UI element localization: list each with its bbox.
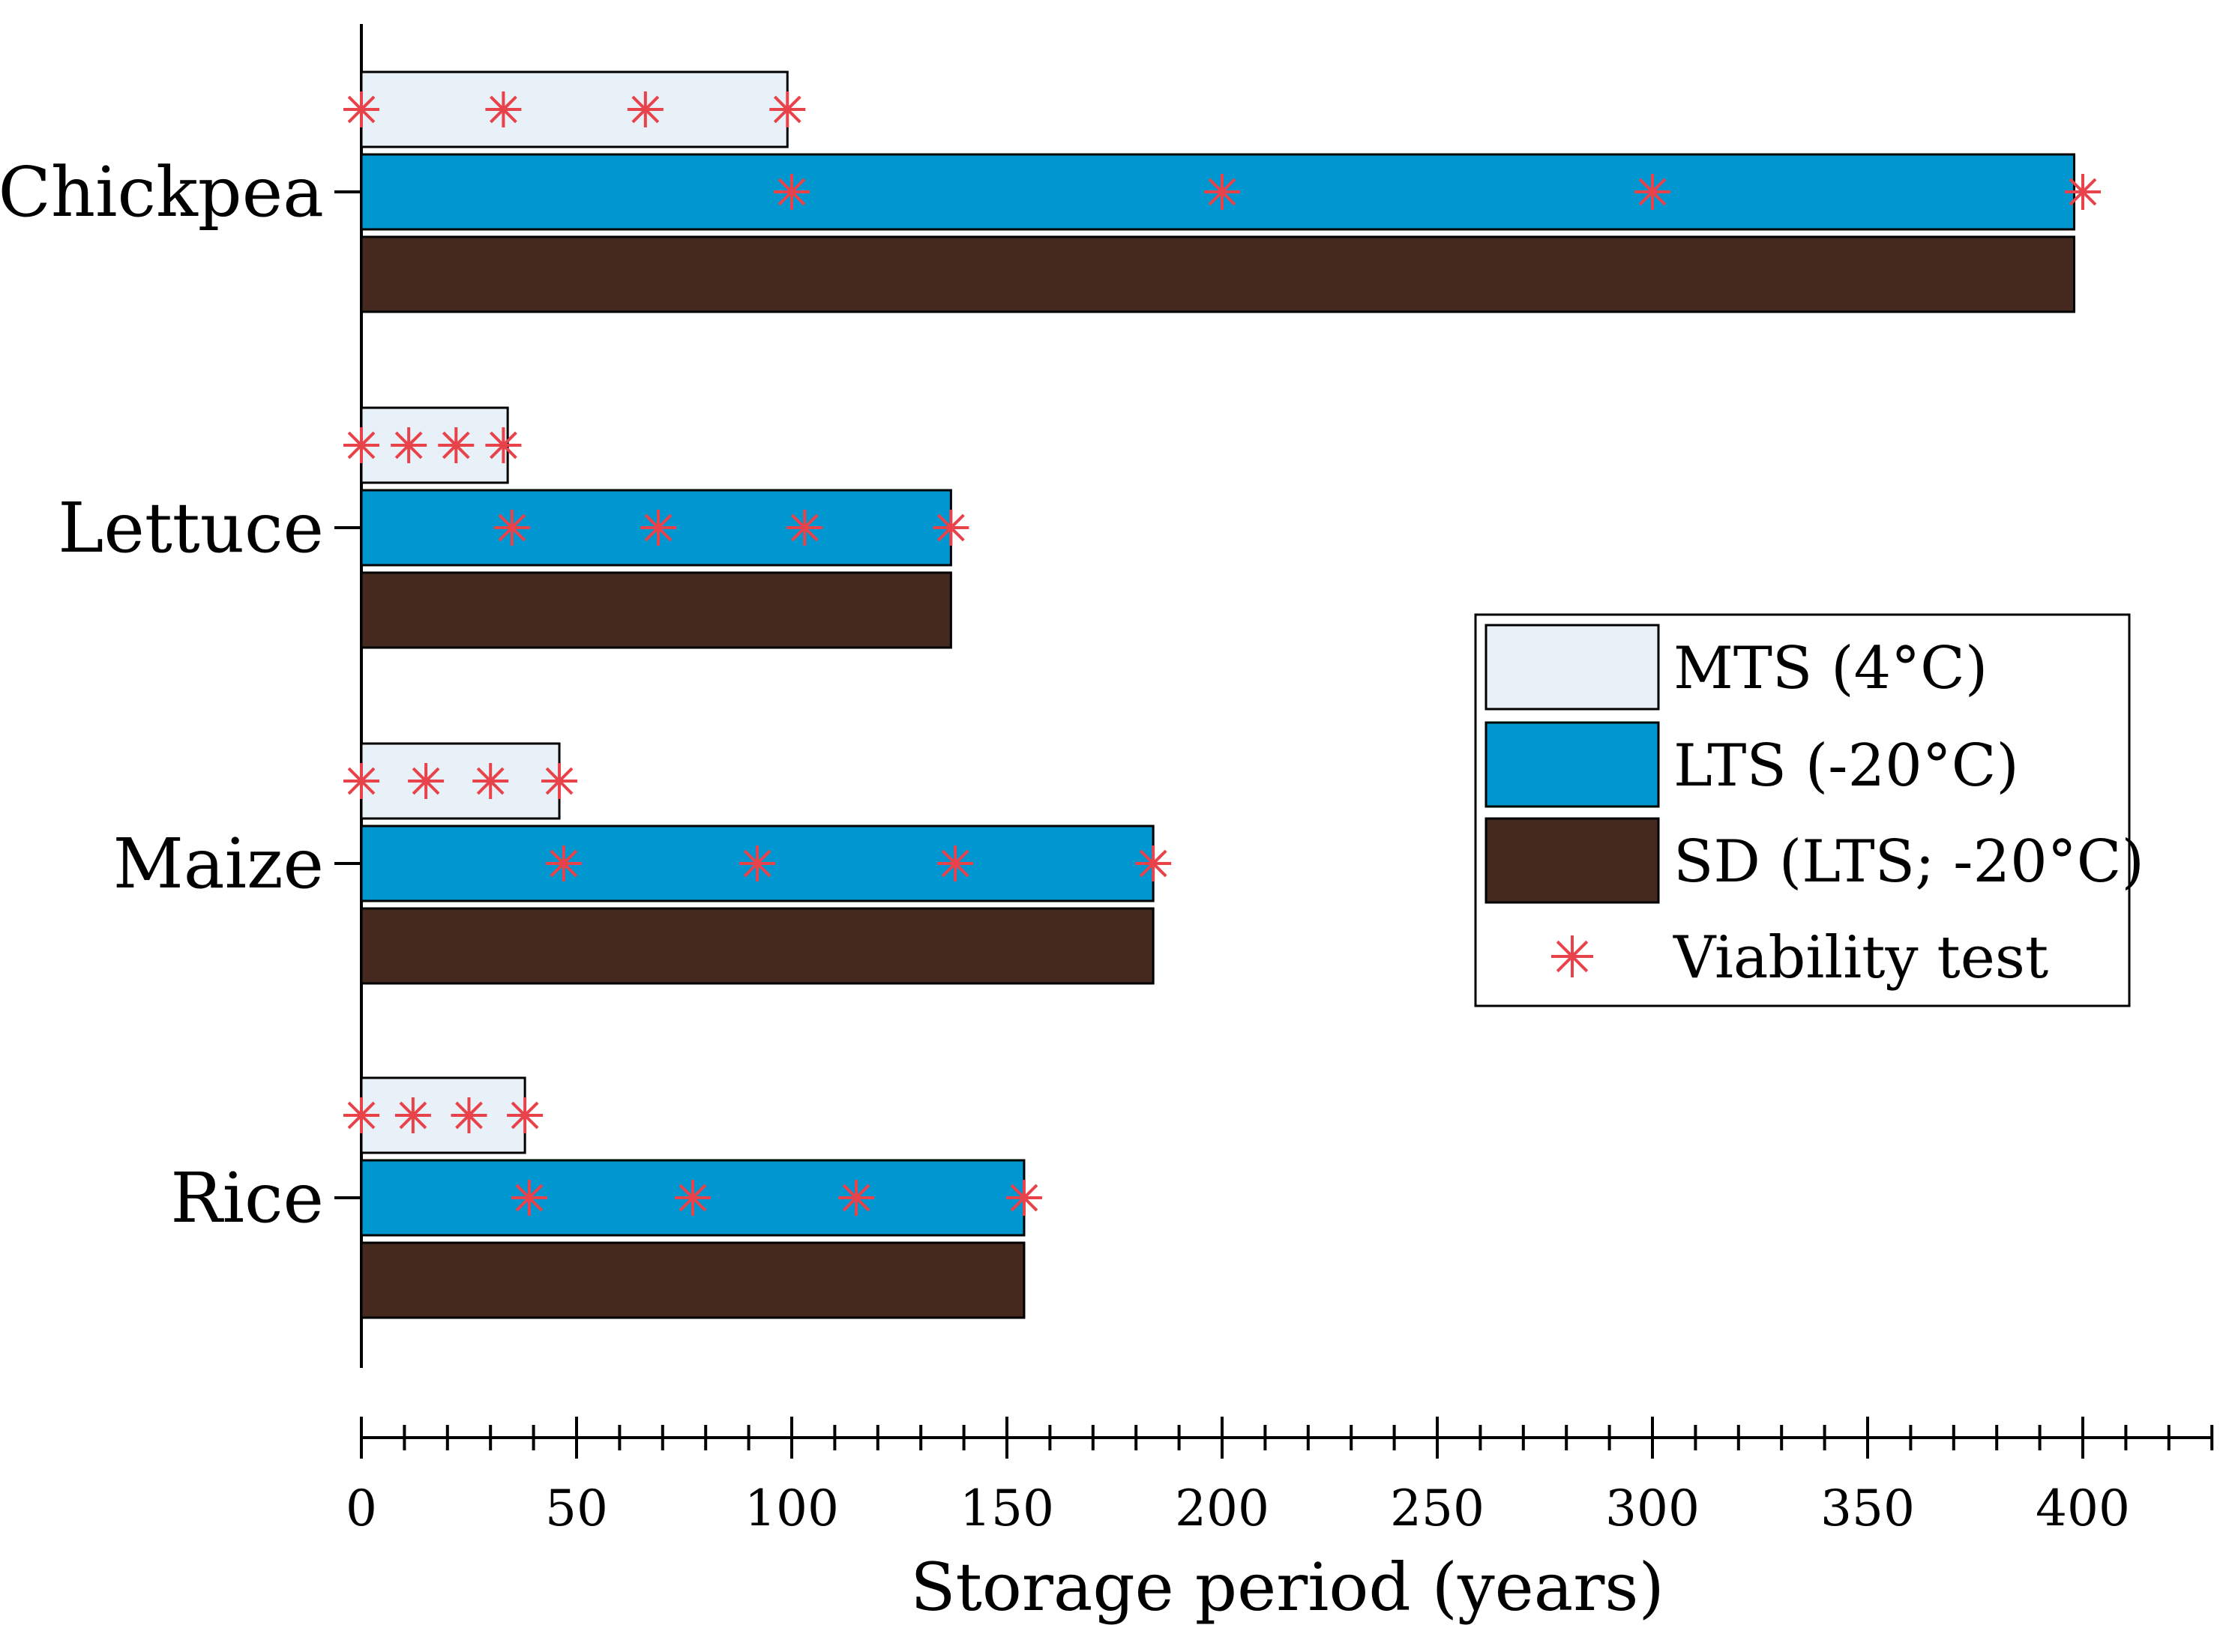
viability-marker-chickpea-mts-4-c-4 xyxy=(769,91,806,127)
viability-marker-chickpea-mts-4-c-3 xyxy=(627,91,664,127)
viability-marker-maize-lts-20-c-4 xyxy=(1135,845,1172,881)
viability-marker-maize-mts-4-c-1 xyxy=(343,763,379,799)
viability-marker-rice-mts-4-c-4 xyxy=(507,1097,544,1133)
viability-marker-maize-mts-4-c-3 xyxy=(472,763,509,799)
x-tick-label-100: 100 xyxy=(744,1480,839,1537)
viability-marker-lettuce-lts-20-c-3 xyxy=(786,510,823,546)
bar-chickpea-sd-lts-20-c xyxy=(360,235,2076,313)
legend-label-viability-test: Viability test xyxy=(1673,924,2048,992)
x-tick-label-250: 250 xyxy=(1390,1480,1485,1537)
x-tick-label-350: 350 xyxy=(1820,1480,1915,1537)
legend-label-lts-20-c: LTS (-20°C) xyxy=(1673,732,2019,800)
viability-marker-rice-lts-20-c-3 xyxy=(838,1180,875,1216)
legend-swatch-mts-4-c xyxy=(1485,624,1660,711)
viability-marker-chickpea-lts-20-c-2 xyxy=(1204,174,1240,210)
bar-rice-mts-4-c xyxy=(360,1076,526,1154)
bar-rice-sd-lts-20-c xyxy=(360,1241,1026,1319)
category-label-chickpea: Chickpea xyxy=(0,152,324,232)
viability-marker-lettuce-lts-20-c-4 xyxy=(933,510,969,546)
category-label-rice: Rice xyxy=(170,1158,324,1238)
viability-marker-rice-mts-4-c-1 xyxy=(343,1097,379,1133)
legend: MTS (4°C) LTS (-20°C) SD (LTS; -20°C) Viabi… xyxy=(1474,613,2144,1007)
viability-marker-chickpea-mts-4-c-1 xyxy=(343,91,379,127)
legend-marker-viability-test xyxy=(1551,935,1593,977)
legend-swatch-sd-lts-20-c xyxy=(1485,817,1660,904)
x-tick-label-150: 150 xyxy=(960,1480,1054,1537)
x-tick-label-300: 300 xyxy=(1605,1480,1700,1537)
viability-marker-chickpea-mts-4-c-2 xyxy=(485,91,522,127)
viability-marker-lettuce-mts-4-c-3 xyxy=(438,427,475,463)
viability-marker-rice-lts-20-c-1 xyxy=(511,1180,547,1216)
viability-marker-chickpea-lts-20-c-4 xyxy=(2065,174,2101,210)
viability-marker-rice-mts-4-c-3 xyxy=(451,1097,487,1133)
x-tick-label-200: 200 xyxy=(1175,1480,1269,1537)
legend-swatch-lts-20-c xyxy=(1485,721,1660,808)
legend-label-sd-lts-20-c: SD (LTS; -20°C) xyxy=(1673,828,2144,896)
viability-marker-maize-lts-20-c-3 xyxy=(937,845,974,881)
x-tick-label-400: 400 xyxy=(2036,1480,2130,1537)
category-label-lettuce: Lettuce xyxy=(58,488,324,568)
viability-marker-chickpea-lts-20-c-3 xyxy=(1634,174,1670,210)
x-tick-label-0: 0 xyxy=(346,1480,377,1537)
viability-marker-lettuce-lts-20-c-1 xyxy=(493,510,530,546)
viability-marker-maize-lts-20-c-1 xyxy=(545,845,582,881)
bar-lettuce-sd-lts-20-c xyxy=(360,571,952,649)
viability-marker-rice-lts-20-c-4 xyxy=(1005,1180,1042,1216)
y-axis: Chickpea Lettuce Maize Rice xyxy=(0,24,363,1368)
viability-marker-rice-mts-4-c-2 xyxy=(394,1097,431,1133)
bar-maize-sd-lts-20-c xyxy=(360,907,1155,985)
viability-marker-maize-lts-20-c-2 xyxy=(739,845,776,881)
viability-marker-lettuce-mts-4-c-1 xyxy=(343,427,379,463)
viability-marker-maize-mts-4-c-2 xyxy=(408,763,445,799)
viability-marker-lettuce-mts-4-c-2 xyxy=(391,427,427,463)
viability-marker-lettuce-mts-4-c-4 xyxy=(485,427,522,463)
bar-chickpea-mts-4-c xyxy=(360,70,789,148)
viability-marker-lettuce-lts-20-c-2 xyxy=(640,510,677,546)
viability-marker-maize-mts-4-c-4 xyxy=(541,763,578,799)
viability-marker-chickpea-lts-20-c-1 xyxy=(774,174,810,210)
bar-maize-mts-4-c xyxy=(360,742,561,820)
category-label-maize: Maize xyxy=(113,824,324,904)
bars xyxy=(360,70,2076,1319)
x-axis: 0 50 100 150 200 250 300 350 400 xyxy=(346,1417,2214,1537)
viability-marker-rice-lts-20-c-2 xyxy=(674,1180,711,1216)
x-tick-label-50: 50 xyxy=(545,1480,608,1537)
x-axis-title: Storage period (years) xyxy=(910,1549,1664,1626)
viability-markers xyxy=(343,91,2101,1216)
legend-label-mts-4-c: MTS (4°C) xyxy=(1673,635,1988,702)
